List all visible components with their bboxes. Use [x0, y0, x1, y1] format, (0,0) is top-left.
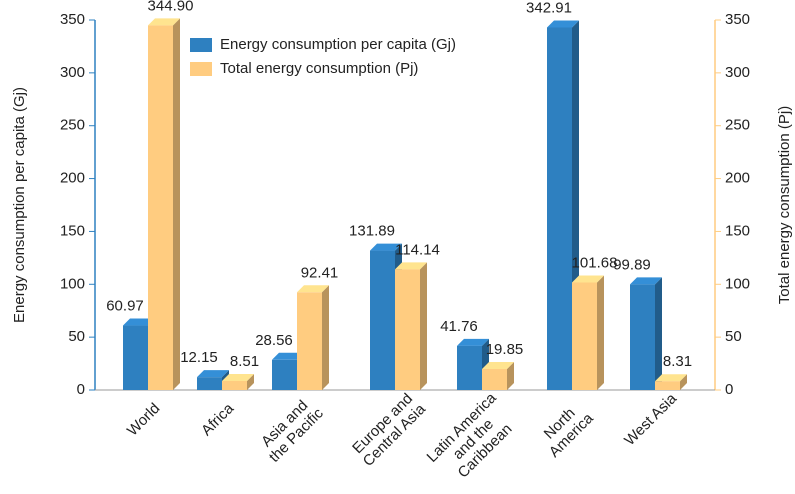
legend-swatch	[190, 62, 212, 76]
y2-tick-label: 300	[725, 64, 750, 81]
y-tick-label: 300	[60, 64, 85, 81]
y2-tick-label: 50	[725, 328, 742, 345]
bar	[222, 381, 247, 390]
x-tick-label: World	[124, 400, 164, 440]
y2-axis-title: Total energy consumption (Pj)	[776, 106, 793, 304]
bar-top	[457, 338, 489, 346]
value-label: 342.91	[526, 0, 572, 16]
bar	[457, 345, 482, 390]
value-label: 12.15	[180, 349, 218, 366]
bar-top	[630, 277, 662, 285]
legend-label: Energy consumption per capita (Gj)	[220, 36, 456, 53]
y-axis-title: Energy consumption per capita (Gj)	[11, 87, 28, 323]
x-tick-label: Africa	[198, 400, 238, 440]
legend-label: Total energy consumption (Pj)	[220, 60, 418, 77]
x-tick-label: Asia andthe Pacific	[254, 393, 327, 466]
bar	[197, 377, 222, 390]
bar-top	[655, 374, 687, 382]
y2-tick-label: 150	[725, 222, 750, 239]
bar	[272, 359, 297, 390]
y-tick-label: 150	[60, 222, 85, 239]
value-label: 92.41	[301, 264, 339, 281]
bar-top	[297, 285, 329, 293]
bar-top	[370, 243, 402, 251]
y-tick-label: 0	[77, 381, 85, 398]
value-label: 8.31	[663, 353, 692, 370]
value-label: 19.85	[486, 341, 524, 358]
legend-swatch	[190, 38, 212, 52]
bar-top	[572, 275, 604, 283]
x-tick-label: NorthAmerica	[534, 398, 597, 461]
value-label: 41.76	[440, 318, 478, 335]
value-label: 28.56	[255, 332, 293, 349]
value-label: 60.97	[106, 298, 144, 315]
y-tick-label: 350	[60, 11, 85, 28]
x-tick-label: Latin Americaand theCaribbean	[423, 389, 523, 489]
value-label: 8.51	[230, 353, 259, 370]
bar-top	[395, 262, 427, 270]
bar	[297, 292, 322, 390]
bar-side	[322, 285, 329, 390]
bar-top	[123, 318, 155, 326]
value-label: 131.89	[349, 223, 395, 240]
y2-tick-label: 250	[725, 117, 750, 134]
bar-side	[597, 275, 604, 390]
bar-top	[482, 362, 514, 370]
y-tick-label: 50	[68, 328, 85, 345]
y-tick-label: 200	[60, 170, 85, 187]
y2-tick-label: 200	[725, 170, 750, 187]
bar-side	[173, 18, 180, 391]
bar	[148, 25, 173, 391]
x-tick-label: Europe andCentral Asia	[348, 389, 429, 470]
x-tick-label: West Asia	[621, 390, 680, 449]
value-label: 114.14	[395, 241, 440, 258]
y2-tick-label: 350	[725, 11, 750, 28]
bar	[572, 282, 597, 390]
bar-side	[655, 277, 662, 390]
bar	[655, 381, 680, 390]
y-tick-label: 100	[60, 275, 85, 292]
bar-side	[680, 374, 687, 390]
y2-tick-label: 0	[725, 381, 733, 398]
value-label: 99.89	[613, 256, 651, 273]
bar-side	[507, 362, 514, 390]
bar	[482, 369, 507, 390]
bar-top	[272, 352, 304, 360]
bar	[547, 27, 572, 390]
bar-top	[222, 374, 254, 382]
bar	[370, 250, 395, 390]
bar-top	[148, 18, 180, 26]
bar-side	[247, 374, 254, 390]
bar-top	[197, 370, 229, 378]
bar	[395, 269, 420, 390]
bar	[123, 325, 148, 390]
value-label: 101.68	[572, 254, 618, 271]
bar-top	[547, 20, 579, 28]
bar-side	[420, 262, 427, 390]
y2-tick-label: 100	[725, 275, 750, 292]
y-tick-label: 250	[60, 117, 85, 134]
value-label: 344.90	[148, 0, 194, 14]
bar	[630, 284, 655, 390]
